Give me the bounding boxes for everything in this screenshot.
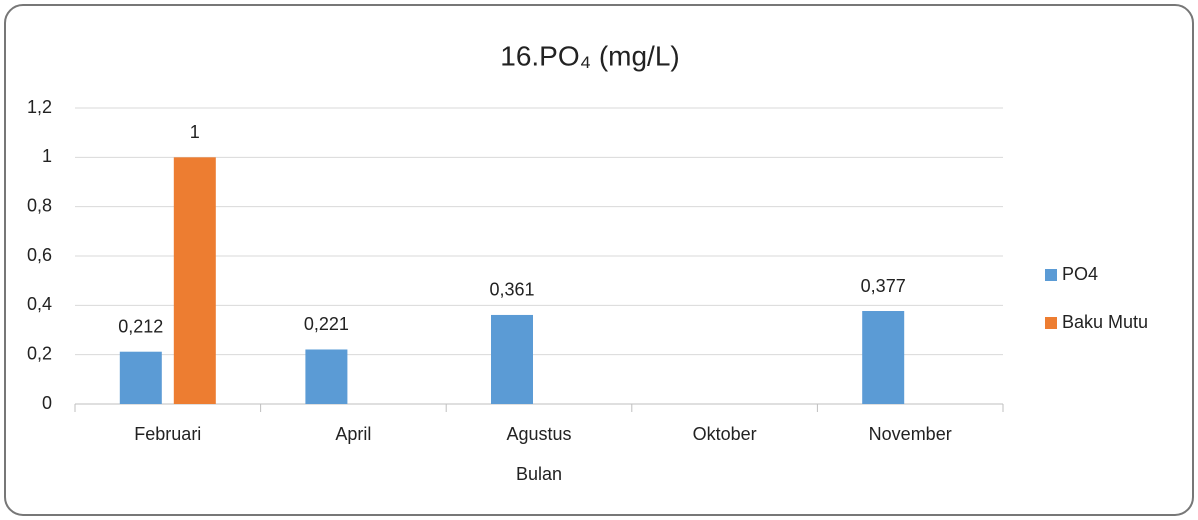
- bar: [305, 349, 348, 404]
- chart-title: 16.PO₄ (mg/L): [500, 40, 679, 71]
- bar: [862, 311, 905, 404]
- legend-swatch: [1045, 317, 1057, 329]
- data-label: 0,212: [118, 316, 163, 336]
- data-label: 0,221: [304, 314, 349, 334]
- y-tick-label: 0: [42, 393, 52, 413]
- x-tick-label: April: [335, 424, 371, 444]
- data-label: 1: [190, 122, 200, 142]
- x-axis-label: Bulan: [516, 464, 562, 484]
- x-tick-label: Februari: [134, 424, 201, 444]
- bar: [173, 157, 216, 404]
- x-tick-label: Agustus: [506, 424, 571, 444]
- data-label: 0,361: [489, 280, 534, 300]
- y-tick-label: 1,2: [27, 97, 52, 117]
- x-tick-label: Oktober: [693, 424, 757, 444]
- x-tick-label: November: [869, 424, 952, 444]
- legend-label: Baku Mutu: [1062, 312, 1148, 332]
- bar: [119, 351, 162, 404]
- legend-label: PO4: [1062, 264, 1098, 284]
- legend-swatch: [1045, 269, 1057, 281]
- y-tick-label: 0,2: [27, 343, 52, 363]
- y-tick-label: 0,6: [27, 245, 52, 265]
- y-tick-label: 0,8: [27, 195, 52, 215]
- y-tick-label: 1: [42, 146, 52, 166]
- y-tick-label: 0,4: [27, 294, 52, 314]
- data-label: 0,377: [861, 276, 906, 296]
- bar: [491, 314, 533, 404]
